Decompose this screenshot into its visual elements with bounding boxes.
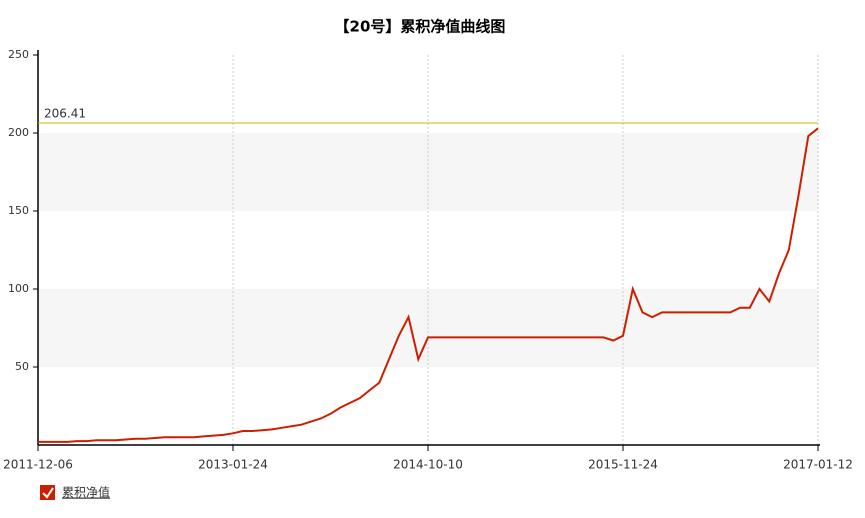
y-tick-label: 200 xyxy=(8,126,29,139)
x-tick-label: 2014-10-10 xyxy=(393,458,463,472)
y-tick-label: 100 xyxy=(8,282,29,295)
y-tick-label: 250 xyxy=(8,48,29,61)
legend-check xyxy=(42,487,54,499)
legend-checkbox[interactable] xyxy=(40,485,55,500)
data-line xyxy=(38,127,819,443)
reference-label: 206.41 xyxy=(44,107,86,121)
x-tick-label: 2013-01-24 xyxy=(198,458,268,472)
x-tick-label: 2015-11-24 xyxy=(588,458,658,472)
x-tick-label: 2011-12-06 xyxy=(3,458,73,472)
y-tick-label: 50 xyxy=(15,360,29,373)
chart-title: 【20号】累积净值曲线图 xyxy=(335,18,506,36)
x-tick-label: 2017-01-12 xyxy=(783,458,853,472)
legend-label[interactable]: 累积净值 xyxy=(62,485,110,500)
y-tick-label: 150 xyxy=(8,204,29,217)
